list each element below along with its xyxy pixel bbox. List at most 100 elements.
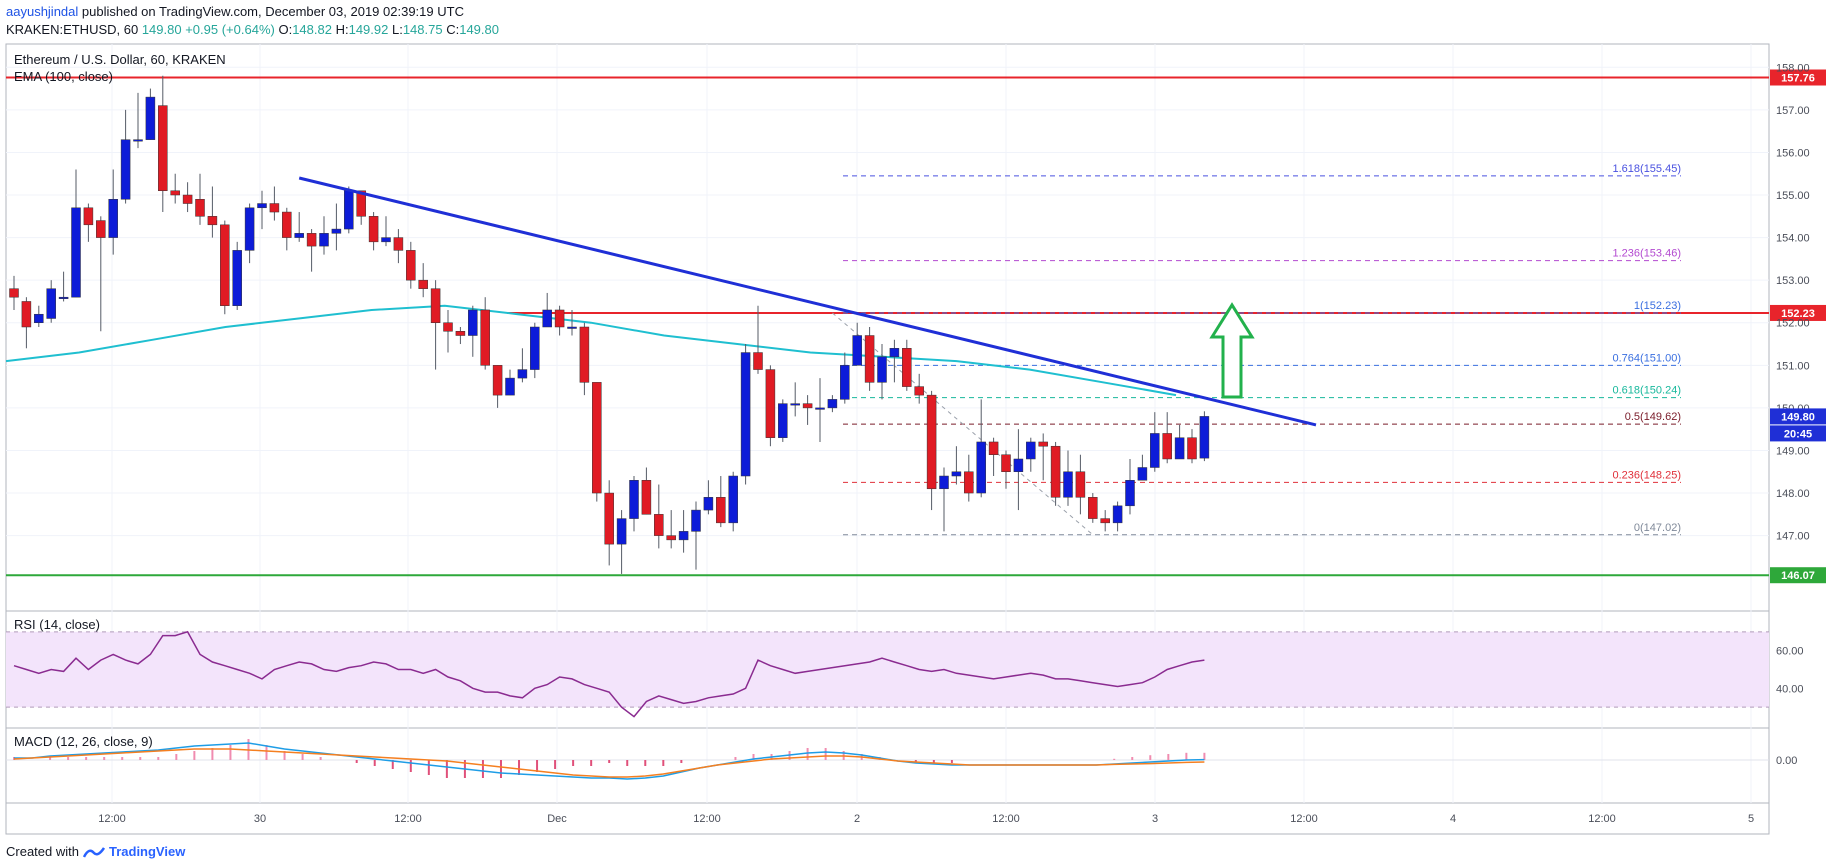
candle-body (381, 237, 391, 243)
candle-body (96, 220, 106, 238)
candle-body (827, 399, 838, 409)
ema-path (5, 304, 1177, 397)
rsi-tick-label: 60.00 (1776, 646, 1804, 658)
rsi-pane: 40.00 60.00 (6, 630, 1804, 718)
candle-body (120, 139, 131, 200)
time-tick-label: 4 (1450, 813, 1456, 825)
open-value: 148.82 (292, 22, 332, 37)
ohlc-line: KRAKEN:ETHUSD, 60 149.80 +0.95 (+0.64%) … (6, 22, 499, 37)
candle-body (889, 348, 900, 358)
fib-label: 1.618(155.45) (1613, 163, 1682, 175)
candle-body (914, 386, 924, 396)
candle-body (455, 331, 466, 336)
candle-body (108, 199, 118, 238)
candle-body (678, 531, 689, 541)
trendline[interactable] (298, 176, 1317, 427)
candle-body (1001, 454, 1011, 473)
level-badge-label: 146.07 (1781, 570, 1815, 582)
candle-body (926, 394, 937, 490)
candle-body (964, 471, 974, 494)
macd-label: MACD (12, 26, close, 9) (14, 734, 153, 749)
rsi-label: RSI (14, close) (14, 617, 100, 632)
candle-body (306, 233, 317, 247)
candle-body (902, 348, 912, 387)
candle-body (244, 207, 255, 251)
tradingview-brand[interactable]: TradingView (108, 844, 186, 859)
candle-body (641, 480, 652, 515)
countdown-badge (1770, 425, 1826, 442)
candle-body (418, 279, 428, 289)
candle-body (790, 403, 800, 406)
candle-body (1150, 433, 1160, 468)
candle-body (195, 199, 205, 217)
candle-body (220, 224, 230, 306)
level-badge (1770, 567, 1826, 584)
candle-body (753, 352, 763, 370)
time-tick-label: 30 (254, 813, 266, 825)
candle-body (1137, 467, 1148, 481)
candle-body (170, 190, 180, 196)
last-price: 149.80 (141, 22, 182, 37)
macd-pane: 0.00 (6, 739, 1797, 780)
candle-body (393, 237, 404, 251)
fib-label: 0.618(150.24) (1613, 385, 1682, 397)
fibonacci-levels[interactable]: 1.618(155.45) 1.236(153.46) 1(152.23) 0.764… (832, 163, 1682, 536)
level-badge-label: 152.23 (1781, 308, 1815, 320)
published-text: published on TradingView.com, December 0… (81, 4, 464, 19)
candle-body (691, 509, 701, 532)
time-tick-label: 12:00 (98, 813, 126, 825)
fib-label: 0.764(151.00) (1613, 352, 1682, 364)
price-tick-label: 154.00 (1776, 233, 1810, 245)
footer: Created with TradingView (6, 844, 185, 859)
candle-body (505, 377, 515, 396)
candle-body (1199, 416, 1210, 459)
candle-body (976, 441, 986, 494)
candle-body (530, 326, 540, 370)
candle-body (145, 96, 156, 140)
candle-body (1100, 518, 1110, 524)
candle-body (629, 480, 639, 519)
fib-label: 1.236(153.46) (1613, 248, 1682, 260)
last-price-badge-label: 149.80 (1781, 411, 1815, 423)
price-tick-label: 157.00 (1776, 105, 1810, 117)
time-tick-label: 2 (854, 813, 860, 825)
high-value: 149.92 (348, 22, 389, 37)
candle-body (269, 203, 280, 213)
candle-body (554, 309, 565, 328)
candle-body (654, 514, 664, 536)
rsi-line (13, 630, 1205, 718)
price-tick-label: 158.00 (1776, 62, 1810, 74)
rsi-tick-label: 40.00 (1776, 683, 1804, 695)
candle-body (592, 382, 602, 494)
fib-anchor-line (832, 312, 1094, 536)
candle-body (579, 326, 590, 383)
trendline-path (298, 176, 1317, 427)
candle-body (802, 403, 813, 409)
time-tick-label: Dec (547, 813, 567, 825)
fib-label: 0(147.02) (1634, 522, 1681, 534)
fib-label: 1(152.23) (1634, 300, 1681, 312)
close-label: C: (446, 22, 460, 37)
price-tick-label: 155.00 (1776, 190, 1810, 202)
candle-body (939, 475, 949, 490)
price-tick-label: 151.00 (1776, 360, 1810, 372)
candle-body (480, 309, 490, 366)
rsi-band (6, 631, 1769, 708)
axes: 147.00148.00149.00150.00151.00152.00153.… (98, 62, 1826, 825)
candle-body (430, 288, 441, 323)
level-badge (1770, 304, 1826, 321)
candle-body (492, 365, 503, 396)
signal-line (13, 748, 1205, 778)
symbol-line: KRAKEN:ETHUSD, 60 (6, 22, 139, 37)
candle-body (58, 296, 69, 299)
up-arrow-icon[interactable] (1209, 302, 1255, 399)
author-link[interactable]: aayushjindal (6, 4, 79, 19)
candle-body (1026, 441, 1036, 460)
fib-label: 0.5(149.62) (1625, 411, 1681, 423)
candle-body (71, 207, 81, 298)
candle-body (1187, 437, 1197, 460)
candle-body (740, 352, 751, 477)
price-tick-label: 156.00 (1776, 147, 1810, 159)
macd-tick-label: 0.00 (1776, 755, 1797, 767)
